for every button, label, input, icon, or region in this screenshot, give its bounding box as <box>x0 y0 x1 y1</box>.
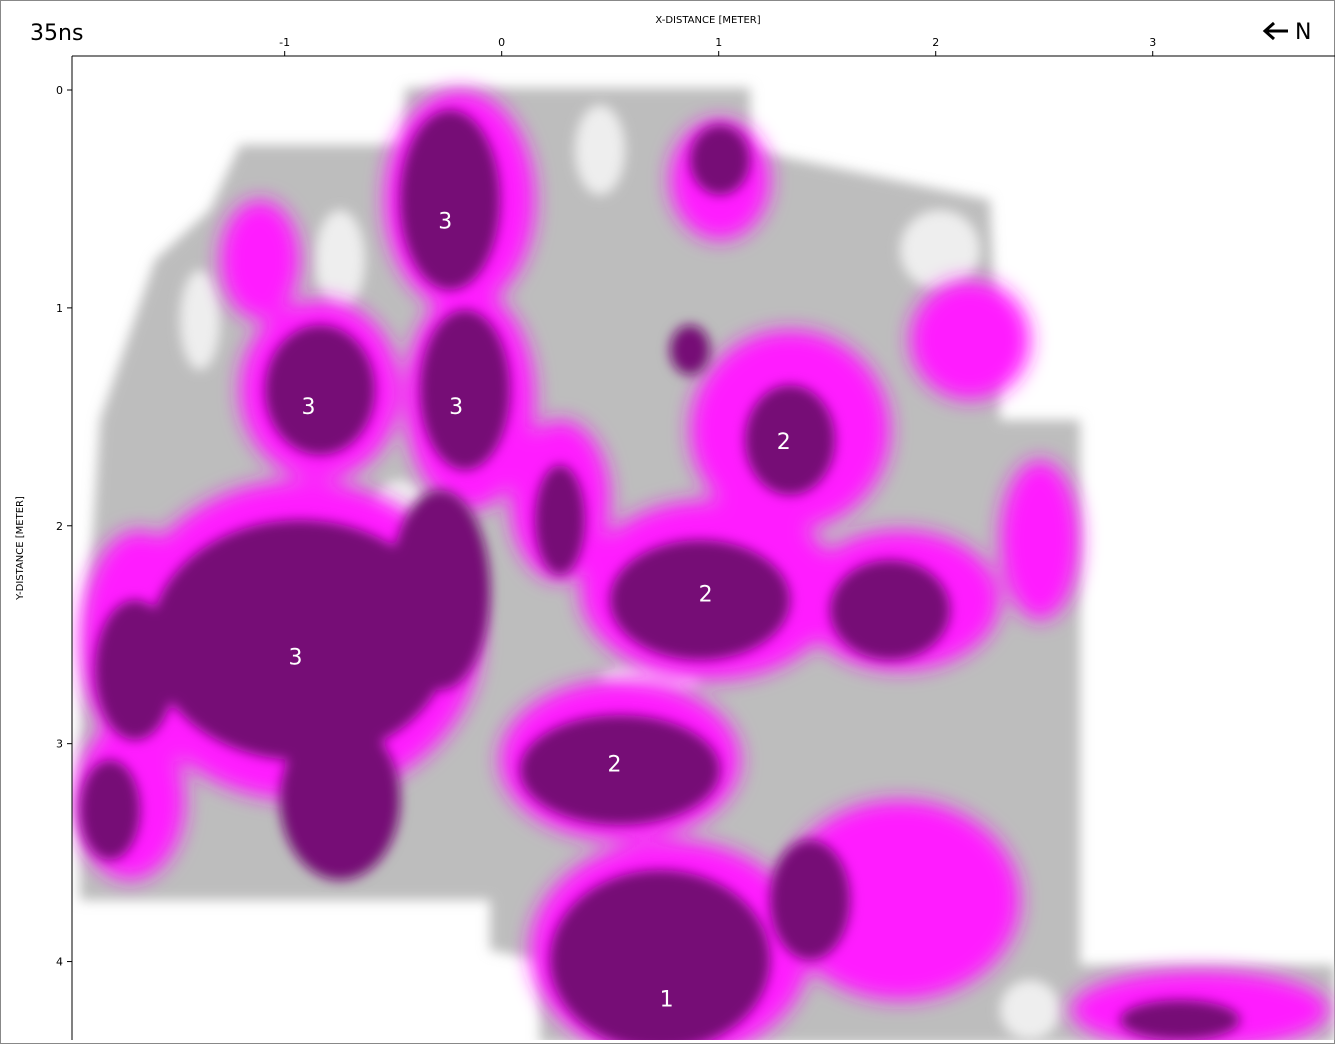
zone-annotation: 3 <box>438 210 452 235</box>
strong-zones <box>80 110 1240 1040</box>
y-tick-label: 1 <box>56 302 63 315</box>
zone-annotation: 3 <box>449 395 463 420</box>
y-tick-label: 4 <box>56 956 63 969</box>
y-axis-title: Y-DISTANCE [METER] <box>15 496 26 601</box>
x-tick-label: -1 <box>279 36 290 49</box>
zone-annotation: 2 <box>777 430 791 455</box>
zone-annotation: 3 <box>302 395 316 420</box>
x-axis-title: X-DISTANCE [METER] <box>655 15 760 26</box>
zone-annotation: 2 <box>608 752 622 777</box>
y-tick-label: 0 <box>56 84 63 97</box>
y-tick-label: 3 <box>56 738 63 751</box>
zone-annotation: 2 <box>699 582 713 607</box>
x-tick-label: 2 <box>932 36 939 49</box>
north-label: N <box>1295 20 1311 45</box>
zone-annotation: 1 <box>660 988 674 1013</box>
zone-annotation: 3 <box>289 646 303 671</box>
x-tick-label: 0 <box>498 36 505 49</box>
x-tick-label: 3 <box>1149 36 1156 49</box>
heatmap-raster <box>75 88 1335 1040</box>
time-slice-label: 35ns <box>30 21 83 46</box>
x-tick-label: 1 <box>715 36 722 49</box>
y-tick-label: 2 <box>56 520 63 533</box>
north-arrow <box>1262 21 1288 41</box>
